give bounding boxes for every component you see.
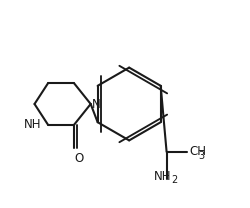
Text: NH: NH: [154, 171, 171, 183]
Text: N: N: [92, 98, 101, 110]
Text: O: O: [74, 152, 84, 165]
Text: CH: CH: [190, 145, 206, 158]
Text: NH: NH: [24, 118, 42, 131]
Text: 2: 2: [172, 175, 178, 185]
Text: 3: 3: [198, 151, 204, 161]
